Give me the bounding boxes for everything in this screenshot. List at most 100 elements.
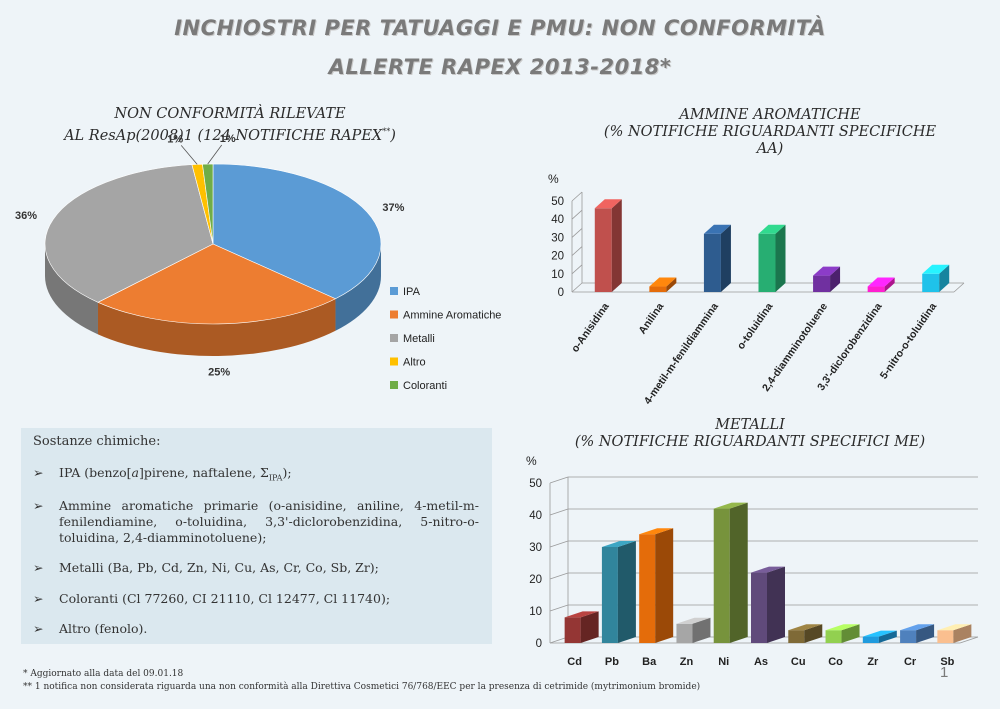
bar-top — [676, 617, 711, 624]
bar-top — [751, 566, 785, 573]
x-tick-label: Co — [828, 656, 843, 668]
bar-front — [676, 623, 693, 643]
pie-slice-metalli — [44, 164, 214, 303]
bar-Cd — [564, 611, 599, 643]
tick-connector — [549, 476, 569, 484]
bar-top — [639, 528, 674, 535]
x-tick-label: Zr — [867, 656, 879, 668]
bar-side — [804, 624, 823, 643]
bar-Co — [825, 624, 860, 643]
bar-Sb — [937, 624, 972, 643]
bar-side — [916, 624, 935, 643]
bar-top — [788, 624, 823, 631]
x-tick-label: As — [754, 656, 768, 668]
pie-slice-ammine-aromatiche — [97, 243, 337, 325]
x-tick-label: 3,3'-diclorobenzidina — [815, 301, 885, 393]
bar-front — [649, 286, 667, 292]
pie-side-ipa — [335, 244, 381, 331]
bar-side — [767, 566, 785, 643]
bar-side — [720, 224, 731, 292]
pie-slice-ipa — [212, 163, 382, 300]
bar-top — [900, 624, 935, 631]
pie-chart-title: NON CONFORMITÀ RILEVATE AL ResAp(2008)1 … — [20, 106, 440, 145]
y-tick-label: 10 — [529, 606, 542, 618]
bar-front — [594, 208, 612, 292]
pie-data-label: 37% — [382, 202, 404, 214]
tick-connector — [571, 264, 583, 275]
tick-connector — [571, 282, 583, 293]
bar-Zn — [676, 617, 711, 643]
bar-top — [813, 266, 841, 276]
legend-swatch — [390, 357, 398, 366]
bar-Zr — [862, 630, 897, 643]
bar-4-metil-m-fenildiammina — [703, 224, 731, 292]
arrow-bullet-icon: ➢ — [33, 498, 44, 513]
tick-connector — [571, 209, 583, 220]
x-tick-label: Cu — [791, 656, 806, 668]
bar-front — [922, 273, 940, 292]
bar-side — [666, 277, 677, 292]
metal-title-line2: (% NOTIFICHE RIGUARDANTI SPECIFICI ME) — [574, 434, 926, 450]
footnote-2: ** 1 notifica non considerata riguarda u… — [23, 682, 701, 692]
metal-bar-chart: 0 10 20 30 40 50% Cd Pb Ba Zn Ni As Cu Co Zr Cr Sb — [526, 454, 979, 668]
legend-entry: Coloranti — [403, 380, 447, 392]
tick-connector — [549, 604, 569, 612]
bar-Anilina — [649, 277, 677, 292]
bar-side — [884, 277, 895, 292]
floor-side-line — [953, 282, 965, 293]
bar-As — [751, 566, 785, 643]
bar-front — [758, 233, 776, 292]
x-tick-label: Sb — [940, 656, 954, 668]
pie-side-ammine-aromatiche — [97, 298, 336, 356]
y-axis-unit-label: % — [548, 172, 559, 186]
bar-top — [937, 624, 972, 631]
tick-connector — [549, 508, 569, 516]
amine-title-line1: AMMINE AROMATICHE — [679, 107, 861, 123]
legend-entry: Altro — [403, 357, 426, 369]
bar-front — [825, 630, 842, 643]
pie-chart: 37% 25% 36% 1% 1% IPA Ammine Aromatiche Metalli… — [15, 133, 501, 392]
y-tick-label: 50 — [551, 196, 564, 208]
tick-connector — [549, 572, 569, 580]
bar-Cr — [900, 624, 935, 643]
legend-swatch — [390, 310, 398, 319]
y-tick-label: 40 — [551, 214, 564, 226]
x-tick-label: o-toluidina — [735, 301, 776, 352]
footnote-1: * Aggiornato alla data del 09.01.18 — [23, 669, 184, 679]
bar-5-nitro-o-toluidina — [922, 264, 950, 292]
pie-data-label: 36% — [15, 210, 37, 222]
bar-o-Anisidina — [594, 199, 622, 292]
bar-top — [649, 277, 677, 287]
x-tick-label: Ni — [718, 656, 729, 668]
pie-title-line1: NON CONFORMITÀ RILEVATE — [114, 106, 346, 122]
bar-top — [758, 224, 786, 234]
pie-slice-coloranti — [202, 163, 214, 245]
legend-swatch — [390, 287, 398, 295]
bar-front — [601, 547, 618, 643]
bar-front — [639, 534, 656, 643]
bar-front — [867, 286, 885, 292]
pie-data-label: 1% — [167, 133, 183, 145]
x-tick-label: Ba — [642, 656, 657, 668]
metal-chart-title: METALLI (% NOTIFICHE RIGUARDANTI SPECIFI… — [540, 417, 960, 451]
x-tick-label: Zn — [680, 656, 694, 668]
y-tick-label: 0 — [536, 638, 542, 650]
legend-entry: IPA — [403, 286, 421, 298]
bar-top — [862, 630, 897, 637]
y-tick-label: 20 — [551, 251, 564, 263]
bar-front — [788, 630, 805, 643]
amine-title-line3: AA) — [756, 141, 784, 157]
y-tick-label: 30 — [529, 542, 542, 554]
bar-top — [825, 624, 860, 631]
bar-side — [617, 541, 636, 643]
amine-chart-title: AMMINE AROMATICHE (% NOTIFICHE RIGUARDAN… — [570, 107, 970, 158]
x-tick-label: Cr — [904, 656, 917, 668]
bar-front — [751, 572, 767, 643]
tick-connector — [571, 246, 583, 256]
amine-title-line2: (% NOTIFICHE RIGUARDANTI SPECIFICHE — [603, 124, 937, 140]
bar-side — [729, 502, 748, 643]
bar-Ni — [713, 502, 748, 643]
legend-swatch — [390, 334, 398, 342]
arrow-bullet-icon: ➢ — [33, 465, 44, 480]
